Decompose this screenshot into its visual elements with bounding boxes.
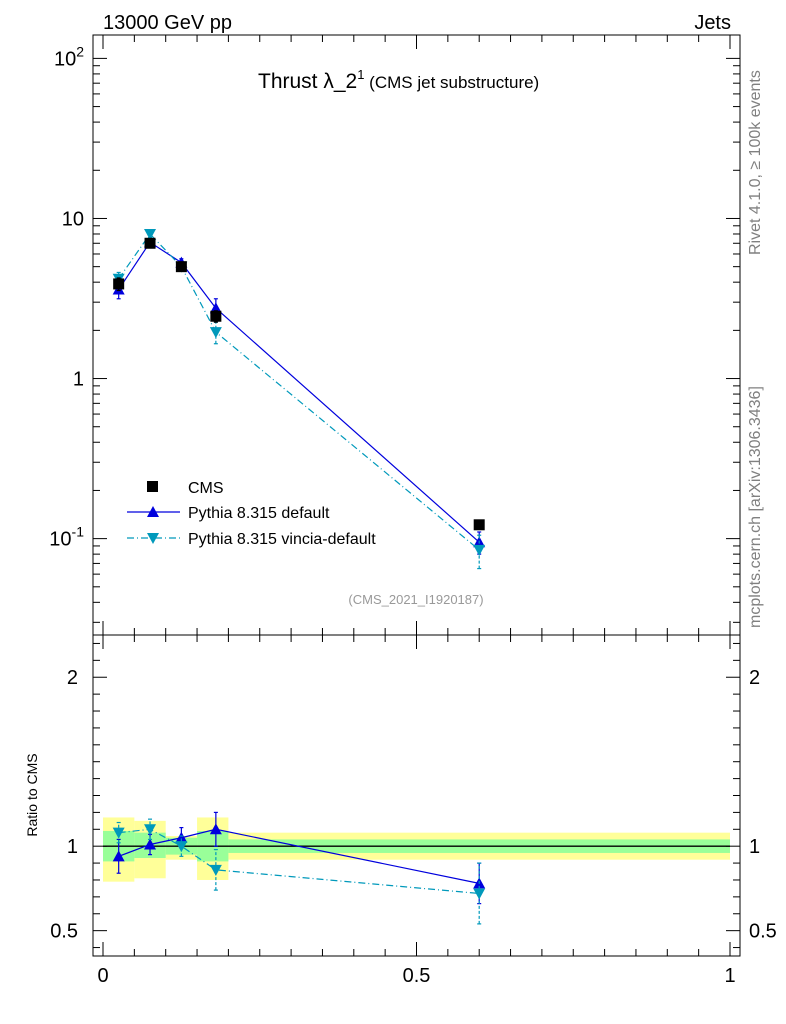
main-y-tick-label: 10-1 — [49, 524, 84, 551]
ratio-y-tick-label-right: 0.5 — [749, 921, 777, 943]
mcplots-label: mcplots.cern.ch [arXiv:1306.3436] — [747, 386, 764, 628]
legend-label-vincia: Pythia 8.315 vincia-default — [188, 531, 376, 548]
data-point-pythia-8-315-vincia-default — [209, 327, 222, 339]
legend-label-default: Pythia 8.315 default — [188, 505, 330, 522]
main-axis-ticks — [93, 35, 740, 635]
x-tick-label: 0.5 — [403, 965, 431, 987]
ratio-y-tick-label-right: 1 — [749, 836, 760, 858]
ratio-uncertainty-bands — [103, 817, 730, 882]
main-series — [112, 228, 486, 570]
ratio-y-tick-label-left: 2 — [67, 667, 78, 689]
ratio-point-pythia-8-315-vincia-default — [209, 864, 222, 876]
data-point-cms — [473, 519, 485, 531]
ratio-point-pythia-8-315-vincia-default — [144, 824, 157, 836]
ratio-y-tick-label-right: 2 — [749, 667, 760, 689]
x-tick-label: 0 — [97, 965, 108, 987]
ratio-point-pythia-8-315-vincia-default — [175, 841, 188, 853]
data-point-cms — [113, 278, 125, 290]
ratio-y-tick-label-left: 0.5 — [50, 921, 78, 943]
ratio-point-pythia-8-315-default — [144, 838, 157, 850]
plot-title-sub: (CMS jet substructure) — [364, 73, 539, 92]
legend-marker-vincia — [147, 533, 159, 544]
rivet-label: Rivet 4.1.0, ≥ 100k events — [747, 70, 764, 255]
ratio-axis-ticks — [93, 635, 740, 956]
legend-label-cms: CMS — [188, 480, 224, 497]
header-right: Jets — [694, 12, 731, 34]
plot-title-main: Thrust λ_2 — [258, 70, 357, 93]
ratio-y-axis-label: Ratio to CMS — [24, 753, 40, 836]
x-tick-labels: 0 0.5 1 — [97, 965, 735, 987]
ratio-point-pythia-8-315-vincia-default — [112, 827, 125, 839]
header-left: 13000 GeV pp — [103, 12, 232, 34]
main-y-tick-label: 102 — [54, 43, 84, 70]
data-point-cms — [210, 310, 222, 322]
ratio-point-pythia-8-315-default — [112, 850, 125, 862]
ratio-y-tick-label-left: 1 — [67, 836, 78, 858]
data-point-pythia-8-315-default — [209, 302, 222, 314]
analysis-id: (CMS_2021_I1920187) — [348, 592, 483, 607]
main-y-tick-label: 10 — [62, 208, 84, 230]
legend-marker-cms — [147, 481, 158, 492]
ratio-y-tick-labels: 2 2 1 1 0.5 0.5 — [50, 667, 777, 942]
ratio-point-pythia-8-315-vincia-default — [473, 888, 486, 900]
ratio-line-pythia-8-315-vincia-default — [118, 828, 480, 895]
main-y-tick-labels: 102 10 1 10-1 — [49, 43, 84, 550]
legend-marker-default — [147, 506, 159, 517]
data-point-cms — [144, 237, 156, 249]
data-point-cms — [175, 261, 187, 273]
series-line-pythia-8-315-vincia-default — [118, 233, 480, 551]
x-tick-label: 1 — [724, 965, 735, 987]
series-line-pythia-8-315-default — [118, 241, 480, 543]
data-point-pythia-8-315-vincia-default — [473, 544, 486, 556]
data-point-pythia-8-315-vincia-default — [144, 228, 157, 240]
ratio-series — [112, 811, 486, 925]
ratio-frame — [92, 634, 741, 957]
plot-title: Thrust λ_21 (CMS jet substructure) — [258, 67, 539, 93]
legend: CMS Pythia 8.315 default Pythia 8.315 vi… — [127, 480, 376, 548]
main-y-tick-label: 1 — [73, 369, 84, 391]
ratio-point-pythia-8-315-default — [175, 831, 188, 843]
ratio-panel: 2 21 10.5 0.5 0 0.5 1 Ratio to CMS — [24, 634, 777, 987]
ratio-point-pythia-8-315-default — [209, 823, 222, 835]
plot-title-sup: 1 — [357, 67, 364, 82]
